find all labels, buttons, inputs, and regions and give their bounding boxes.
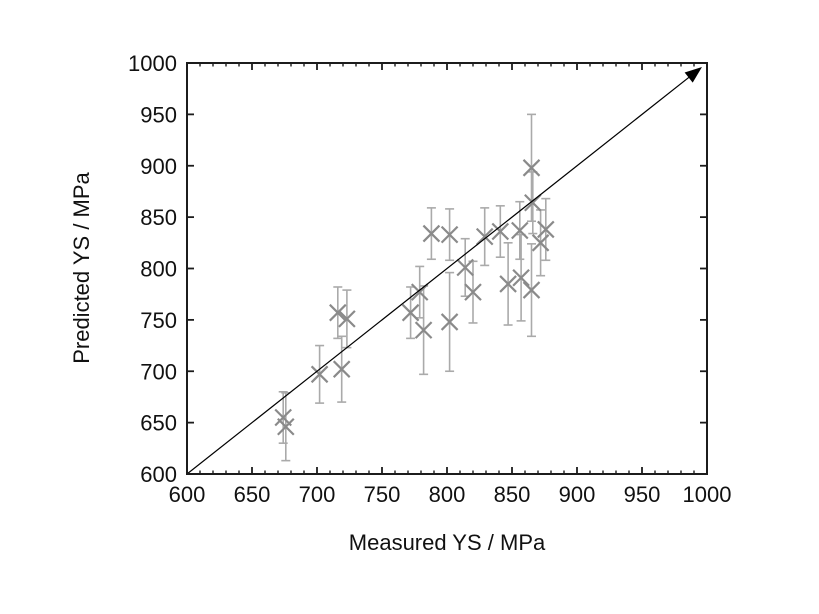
x-tick-label: 900: [559, 482, 596, 507]
data-point-marker: [410, 283, 429, 301]
data-point-marker: [277, 417, 295, 436]
data-point-marker: [531, 234, 550, 252]
data-point-marker: [310, 365, 329, 384]
data-point-marker: [401, 303, 420, 322]
y-tick-label: 950: [140, 102, 177, 127]
data-point-marker: [522, 281, 541, 299]
y-tick-label: 700: [140, 359, 177, 384]
y-tick-label: 850: [140, 205, 177, 230]
y-axis-title: Predicted YS / MPa: [69, 172, 94, 364]
arrowhead-icon: [684, 67, 702, 83]
y-tick-label: 1000: [128, 51, 177, 76]
data-point-marker: [464, 283, 482, 301]
data-point-marker: [456, 258, 474, 277]
y-tick-label: 800: [140, 257, 177, 282]
x-tick-label: 800: [429, 482, 466, 507]
data-point-marker: [475, 227, 494, 246]
x-tick-label: 700: [299, 482, 336, 507]
identity-line: [186, 73, 693, 475]
data-point-marker: [522, 159, 541, 177]
x-tick-label: 600: [169, 482, 206, 507]
data-point-marker: [332, 360, 351, 378]
data-point-marker: [524, 193, 542, 212]
x-tick-label: 750: [364, 482, 401, 507]
data-point-marker: [499, 275, 517, 293]
y-tick-label: 900: [140, 154, 177, 179]
data-point-marker: [329, 303, 347, 322]
data-point-marker: [491, 222, 510, 241]
data-point-marker: [440, 225, 459, 244]
data-point-marker: [440, 313, 459, 331]
data-point-marker: [511, 221, 529, 240]
data-point-marker: [414, 321, 433, 339]
x-tick-label: 950: [624, 482, 661, 507]
data-point-marker: [422, 224, 441, 243]
data-point-marker: [537, 220, 555, 239]
y-tick-label: 600: [140, 462, 177, 487]
x-tick-label: 850: [494, 482, 531, 507]
x-tick-label: 1000: [683, 482, 732, 507]
data-point-marker: [274, 408, 292, 427]
y-tick-label: 750: [140, 308, 177, 333]
data-point-marker: [338, 310, 356, 328]
x-axis-title: Measured YS / MPa: [348, 530, 546, 555]
data-point-marker: [512, 268, 530, 287]
x-tick-label: 650: [234, 482, 271, 507]
y-tick-label: 650: [140, 411, 177, 436]
